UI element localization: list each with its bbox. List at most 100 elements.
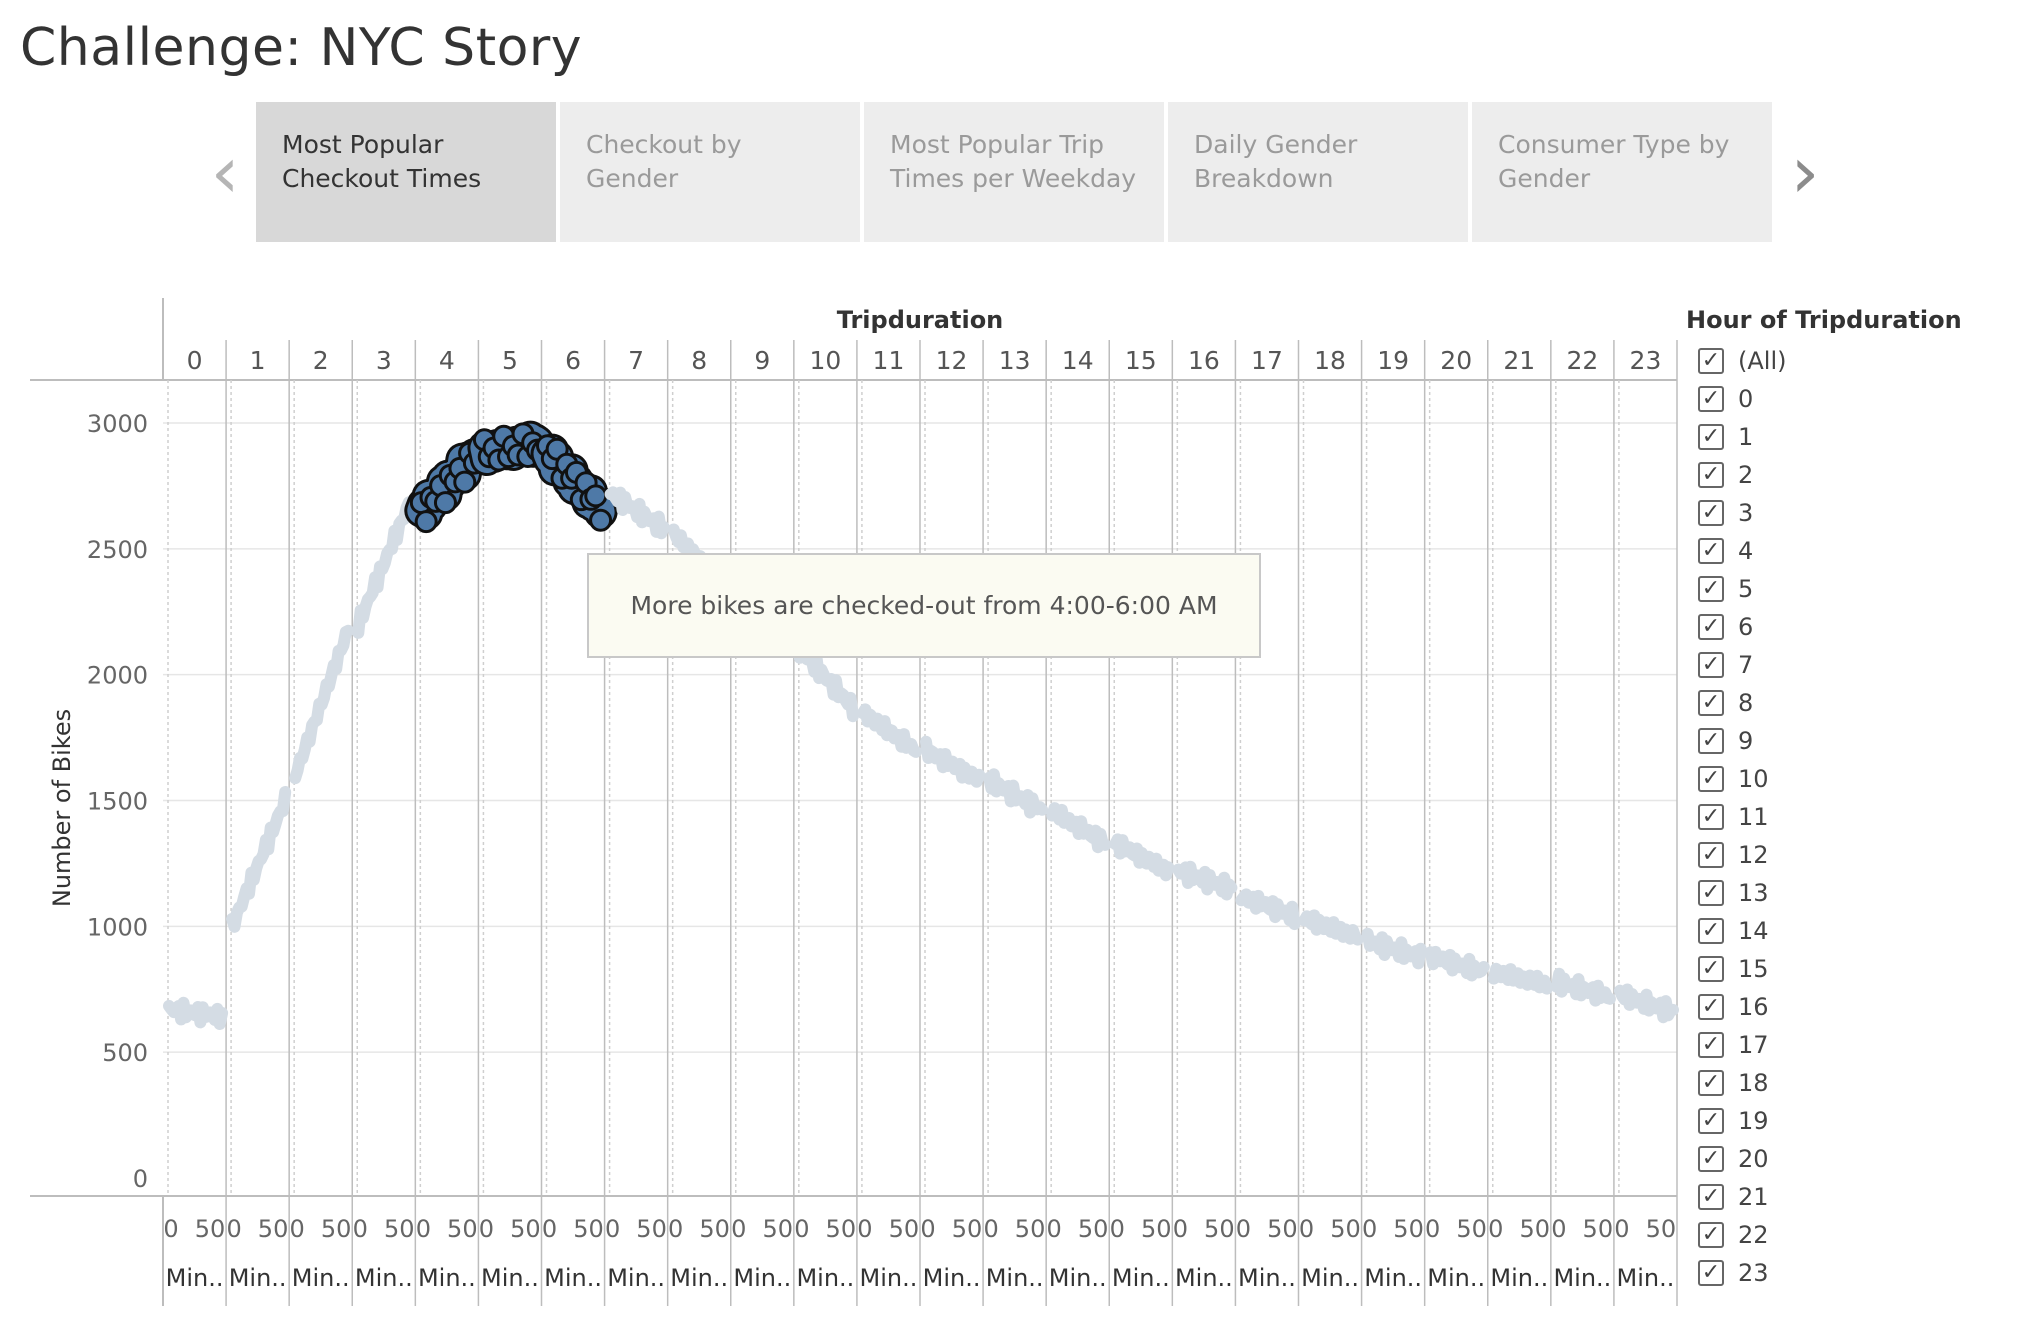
checkbox-checked-icon[interactable]: ✓ [1698, 690, 1724, 716]
series-line-hour-23[interactable] [1613, 983, 1679, 1024]
story-point-3[interactable]: Most Popular Trip Times per Weekday [864, 102, 1164, 242]
checkbox-checked-icon[interactable]: ✓ [1698, 994, 1724, 1020]
chevron-left-icon[interactable]: ‹ [210, 130, 240, 214]
checkbox-checked-icon[interactable]: ✓ [1698, 804, 1724, 830]
data-point[interactable] [589, 508, 613, 532]
checkbox-checked-icon[interactable]: ✓ [1698, 1146, 1724, 1172]
filter-item[interactable]: ✓ 22 [1686, 1216, 2026, 1254]
checkbox-checked-icon[interactable]: ✓ [1698, 1222, 1724, 1248]
data-point[interactable] [433, 491, 457, 515]
story-point-2[interactable]: Checkout by Gender [560, 102, 860, 242]
series-line-hour-21[interactable] [1487, 962, 1553, 995]
checkbox-checked-icon[interactable]: ✓ [1698, 1070, 1724, 1096]
chevron-right-icon[interactable]: › [1790, 130, 1820, 214]
story-point-5[interactable]: Consumer Type by Gender [1472, 102, 1772, 242]
filter-item[interactable]: ✓ 6 [1686, 608, 2026, 646]
checkbox-checked-icon[interactable]: ✓ [1698, 1108, 1724, 1134]
series-line-hour-3[interactable] [352, 496, 418, 639]
data-point[interactable] [584, 484, 608, 508]
filter-item[interactable]: ✓ 18 [1686, 1064, 2026, 1102]
series-line-hour-14[interactable] [1046, 802, 1112, 854]
chart-annotation: More bikes are checked-out from 4:00-6:0… [587, 553, 1261, 658]
x-tick-label: 0 [1551, 1215, 1566, 1243]
filter-item[interactable]: ✓ 9 [1686, 722, 2026, 760]
x-unit-label: Min.. [733, 1264, 791, 1292]
series-line-hour-12[interactable] [920, 735, 986, 788]
filter-item[interactable]: ✓ 1 [1686, 418, 2026, 456]
filter-item[interactable]: ✓ 14 [1686, 912, 2026, 950]
checkbox-checked-icon[interactable]: ✓ [1698, 652, 1724, 678]
x-unit-label: Min.. [292, 1264, 350, 1292]
checkbox-checked-icon[interactable]: ✓ [1698, 348, 1724, 374]
checkbox-checked-icon[interactable]: ✓ [1698, 766, 1724, 792]
series-line-hour-13[interactable] [983, 768, 1049, 819]
series-line-hour-15[interactable] [1109, 833, 1175, 882]
checkbox-checked-icon[interactable]: ✓ [1698, 956, 1724, 982]
series-line-hour-18[interactable] [1298, 909, 1364, 946]
checkbox-checked-icon[interactable]: ✓ [1698, 386, 1724, 412]
filter-item-label: 22 [1738, 1221, 1769, 1249]
x-tick-label: 0 [353, 1215, 368, 1243]
filter-item[interactable]: ✓ 20 [1686, 1140, 2026, 1178]
checkbox-checked-icon[interactable]: ✓ [1698, 918, 1724, 944]
x-tick-label: 0 [416, 1215, 431, 1243]
filter-item[interactable]: ✓ 0 [1686, 380, 2026, 418]
filter-item-label: 13 [1738, 879, 1769, 907]
filter-item[interactable]: ✓ 17 [1686, 1026, 2026, 1064]
series-line-hour-7[interactable] [604, 486, 670, 540]
filter-item[interactable]: ✓ 5 [1686, 570, 2026, 608]
filter-item[interactable]: ✓ 23 [1686, 1254, 2026, 1292]
filter-item-label: 2 [1738, 461, 1754, 489]
checkbox-checked-icon[interactable]: ✓ [1698, 500, 1724, 526]
checkbox-checked-icon[interactable]: ✓ [1698, 728, 1724, 754]
series-line-hour-20[interactable] [1424, 945, 1490, 982]
series-line-hour-19[interactable] [1361, 927, 1427, 970]
story-point-1[interactable]: Most Popular Checkout Times [256, 102, 556, 242]
filter-item[interactable]: ✓ 11 [1686, 798, 2026, 836]
y-tick-label: 3000 [87, 410, 148, 438]
x-tick-label: 0 [920, 1215, 935, 1243]
x-tick-label: 0 [1110, 1215, 1125, 1243]
series-line-hour-2[interactable] [289, 624, 355, 785]
checkbox-checked-icon[interactable]: ✓ [1698, 1260, 1724, 1286]
checkbox-checked-icon[interactable]: ✓ [1698, 880, 1724, 906]
filter-item[interactable]: ✓ 19 [1686, 1102, 2026, 1140]
filter-item[interactable]: ✓ 10 [1686, 760, 2026, 798]
checkbox-checked-icon[interactable]: ✓ [1698, 576, 1724, 602]
checkbox-checked-icon[interactable]: ✓ [1698, 462, 1724, 488]
filter-item[interactable]: ✓ 21 [1686, 1178, 2026, 1216]
filter-item[interactable]: ✓ 8 [1686, 684, 2026, 722]
checkbox-checked-icon[interactable]: ✓ [1698, 842, 1724, 868]
filter-item[interactable]: ✓ 4 [1686, 532, 2026, 570]
checkbox-checked-icon[interactable]: ✓ [1698, 1184, 1724, 1210]
series-line-hour-17[interactable] [1235, 888, 1301, 931]
checkbox-checked-icon[interactable]: ✓ [1698, 1032, 1724, 1058]
filter-item[interactable]: ✓ 15 [1686, 950, 2026, 988]
series-line-hour-0[interactable] [163, 996, 229, 1030]
checkbox-checked-icon[interactable]: ✓ [1698, 614, 1724, 640]
filter-item[interactable]: ✓ 16 [1686, 988, 2026, 1026]
data-point[interactable] [414, 510, 438, 534]
series-line-hour-1[interactable] [226, 786, 292, 933]
filter-item[interactable]: ✓ (All) [1686, 342, 2026, 380]
series-line-hour-16[interactable] [1172, 860, 1238, 901]
checkbox-checked-icon[interactable]: ✓ [1698, 424, 1724, 450]
filter-item[interactable]: ✓ 2 [1686, 456, 2026, 494]
data-point[interactable] [453, 470, 477, 494]
series-line-hour-22[interactable] [1550, 967, 1616, 1007]
x-unit-label: Min.. [355, 1264, 413, 1292]
checkbox-checked-icon[interactable]: ✓ [1698, 538, 1724, 564]
x-tick-label: 0 [983, 1215, 998, 1243]
story-point-4[interactable]: Daily Gender Breakdown [1168, 102, 1468, 242]
panel-label: 17 [1251, 346, 1283, 375]
filter-item[interactable]: ✓ 3 [1686, 494, 2026, 532]
filter-item[interactable]: ✓ 12 [1686, 836, 2026, 874]
series-line-hour-10[interactable] [793, 640, 859, 723]
filter-item[interactable]: ✓ 7 [1686, 646, 2026, 684]
x-tick-label: 50 [762, 1215, 793, 1243]
panel-label: 11 [873, 346, 905, 375]
series-line-hour-11[interactable] [856, 703, 922, 758]
filter-item[interactable]: ✓ 13 [1686, 874, 2026, 912]
story-point-label: Most Popular Trip Times per Weekday [890, 130, 1137, 193]
x-unit-label: Min.. [229, 1264, 287, 1292]
